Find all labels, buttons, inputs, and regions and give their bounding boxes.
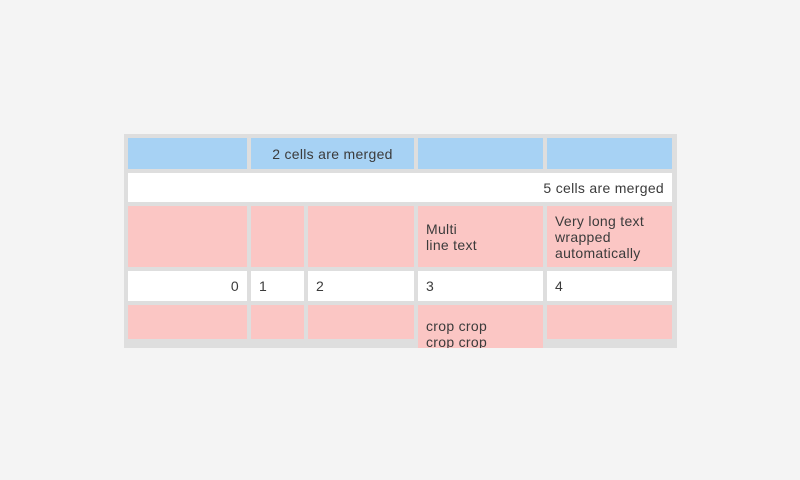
cell-r1c2-merged[interactable]: 2 cells are merged <box>251 138 414 169</box>
cell-r4c4[interactable]: 3 <box>418 271 543 301</box>
cell-r5c2[interactable] <box>251 305 304 339</box>
table-row-5: crop crop crop crop <box>128 305 673 348</box>
cell-r4c1[interactable]: 0 <box>128 271 247 301</box>
cell-r1c5[interactable] <box>547 138 672 169</box>
table-row-3: Multi line text Very long text wrapped a… <box>128 206 673 267</box>
cell-r1c4[interactable] <box>418 138 543 169</box>
cell-r5c5[interactable] <box>547 305 672 339</box>
cell-r4c3[interactable]: 2 <box>308 271 414 301</box>
cell-r5c3[interactable] <box>308 305 414 339</box>
cell-r4c2[interactable]: 1 <box>251 271 304 301</box>
cell-r1c1[interactable] <box>128 138 247 169</box>
cell-r4c5[interactable]: 4 <box>547 271 672 301</box>
table-widget: 2 cells are merged 5 cells are merged Mu… <box>124 134 677 348</box>
cell-r3c1[interactable] <box>128 206 247 267</box>
table-row-1: 2 cells are merged <box>128 138 673 169</box>
cell-r3c4-multiline[interactable]: Multi line text <box>418 206 543 267</box>
table-row-4: 0 1 2 3 4 <box>128 271 673 301</box>
cell-r3c5-wrapped[interactable]: Very long text wrapped automatically <box>547 206 672 267</box>
cell-r5c4-cropped[interactable]: crop crop crop crop <box>418 305 543 348</box>
table-row-2: 5 cells are merged <box>128 173 673 202</box>
cell-r3c3[interactable] <box>308 206 414 267</box>
cell-r3c2[interactable] <box>251 206 304 267</box>
cell-r2c1-merged[interactable]: 5 cells are merged <box>128 173 672 202</box>
cell-r5c1[interactable] <box>128 305 247 339</box>
